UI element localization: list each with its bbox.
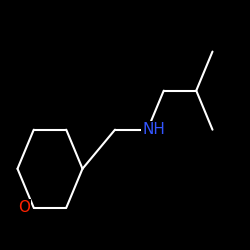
Text: NH: NH [142, 122, 165, 137]
Text: O: O [18, 200, 30, 215]
